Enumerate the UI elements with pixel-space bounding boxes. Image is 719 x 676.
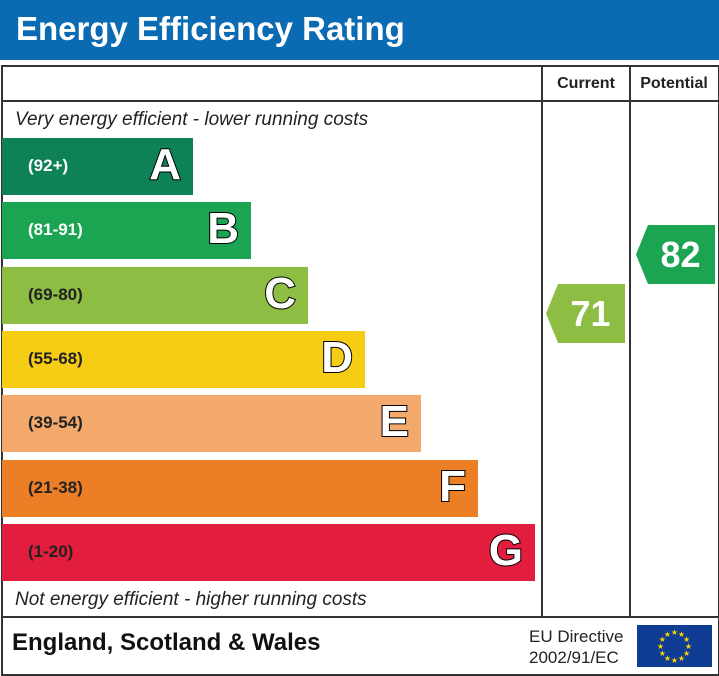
column-divider [629, 65, 631, 617]
svg-text:★: ★ [683, 649, 690, 658]
svg-text:★: ★ [657, 642, 664, 651]
band-range: (81-91) [28, 220, 83, 240]
directive-line1: EU Directive [529, 627, 624, 646]
band-b: (81-91) B [2, 202, 251, 260]
svg-text:★: ★ [683, 635, 690, 644]
potential-rating-arrow: 82 [636, 225, 715, 284]
svg-text:★: ★ [664, 630, 671, 639]
band-letter: G [488, 525, 524, 576]
svg-text:★: ★ [659, 635, 666, 644]
band-e: (39-54) E [2, 395, 421, 453]
band-letter: D [320, 332, 354, 383]
band-range: (92+) [28, 156, 69, 175]
eu-directive: EU Directive 2002/91/EC [529, 626, 623, 668]
band-g: (1-20) G [2, 523, 535, 581]
band-a: (92+) A [2, 138, 193, 195]
svg-text:★: ★ [671, 628, 678, 637]
current-rating-arrow: 71 [546, 284, 625, 343]
footer-divider [1, 616, 718, 618]
band-range: (55-68) [28, 348, 83, 368]
svg-text:★: ★ [659, 649, 666, 658]
bottom-note: Not energy efficient - higher running co… [15, 589, 367, 610]
directive-line2: 2002/91/EC [529, 648, 619, 667]
band-range: (21-38) [28, 477, 83, 497]
current-rating-value: 71 [570, 293, 611, 334]
band-c: (69-80) C [2, 266, 308, 324]
column-header-current: Current [557, 75, 615, 92]
band-letter: A [148, 139, 182, 190]
band-f: (21-38) F [2, 459, 478, 517]
region-label: England, Scotland & Wales [12, 629, 321, 656]
band-letter: B [206, 203, 240, 254]
svg-text:★: ★ [671, 656, 678, 665]
svg-text:★: ★ [685, 642, 692, 651]
column-header-potential: Potential [640, 75, 708, 92]
svg-text:★: ★ [664, 654, 671, 663]
band-letter: C [263, 268, 297, 319]
band-range: (1-20) [28, 541, 74, 561]
chart-title: Energy Efficiency Rating [16, 10, 405, 47]
column-divider [541, 65, 543, 617]
band-letter: E [379, 396, 410, 447]
header-banner: Energy Efficiency Rating [0, 0, 719, 60]
top-note: Very energy efficient - lower running co… [15, 109, 369, 130]
eu-flag-icon: ★ ★ ★ ★ ★ ★ ★ ★ ★ ★ ★ ★ [637, 625, 712, 667]
band-letter: F [438, 461, 467, 512]
header-row-divider [1, 100, 718, 102]
potential-rating-value: 82 [660, 234, 701, 275]
band-range: (69-80) [28, 284, 83, 304]
band-d: (55-68) D [2, 330, 365, 388]
svg-text:★: ★ [678, 654, 685, 663]
band-range: (39-54) [28, 413, 83, 433]
svg-text:★: ★ [678, 630, 685, 639]
